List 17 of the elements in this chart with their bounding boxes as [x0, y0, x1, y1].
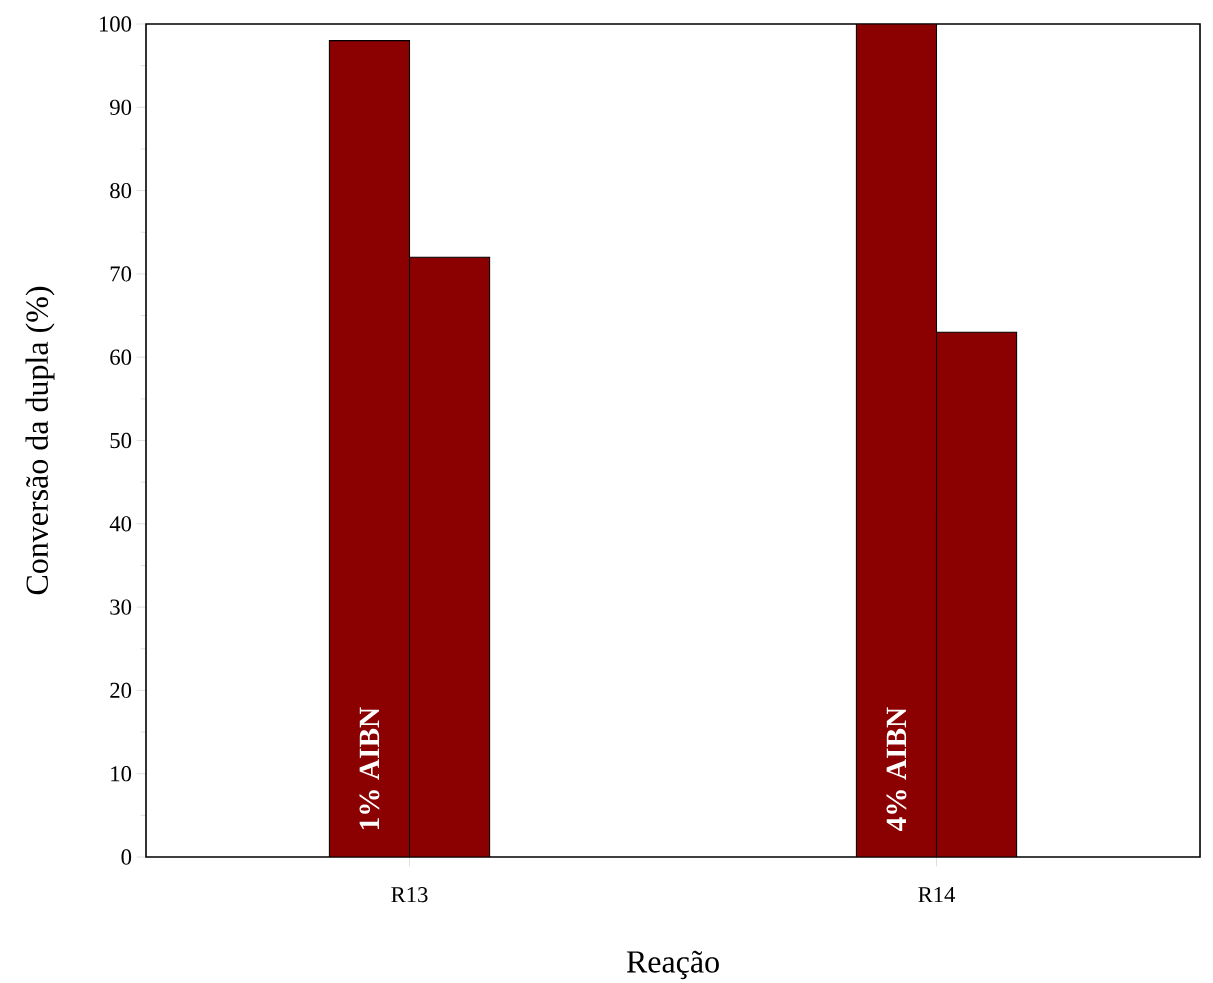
y-tick-label: 10: [111, 766, 132, 782]
y-tick-label: 0: [121, 849, 132, 865]
y-tick-label: 30: [110, 599, 132, 615]
y-axis-title: Conversão da dupla (%): [25, 286, 55, 595]
y-tick-label: 70: [110, 266, 132, 282]
x-tick-label: R13: [391, 887, 428, 903]
annotation: 4% AIBN: [886, 707, 907, 832]
y-tick-label: 100: [99, 16, 132, 32]
y-tick-label: 90: [110, 99, 132, 115]
y-tick-label: 80: [110, 182, 132, 199]
y-tick-label: 50: [110, 432, 132, 449]
y-tick-label: 40: [109, 516, 132, 532]
y-tick-label: 20: [110, 682, 132, 699]
y-tick-label: 60: [110, 349, 132, 365]
x-tick-label: R14: [918, 887, 956, 903]
annotation: 1% AIBN: [359, 707, 380, 830]
x-axis-title: Reação: [626, 950, 719, 980]
